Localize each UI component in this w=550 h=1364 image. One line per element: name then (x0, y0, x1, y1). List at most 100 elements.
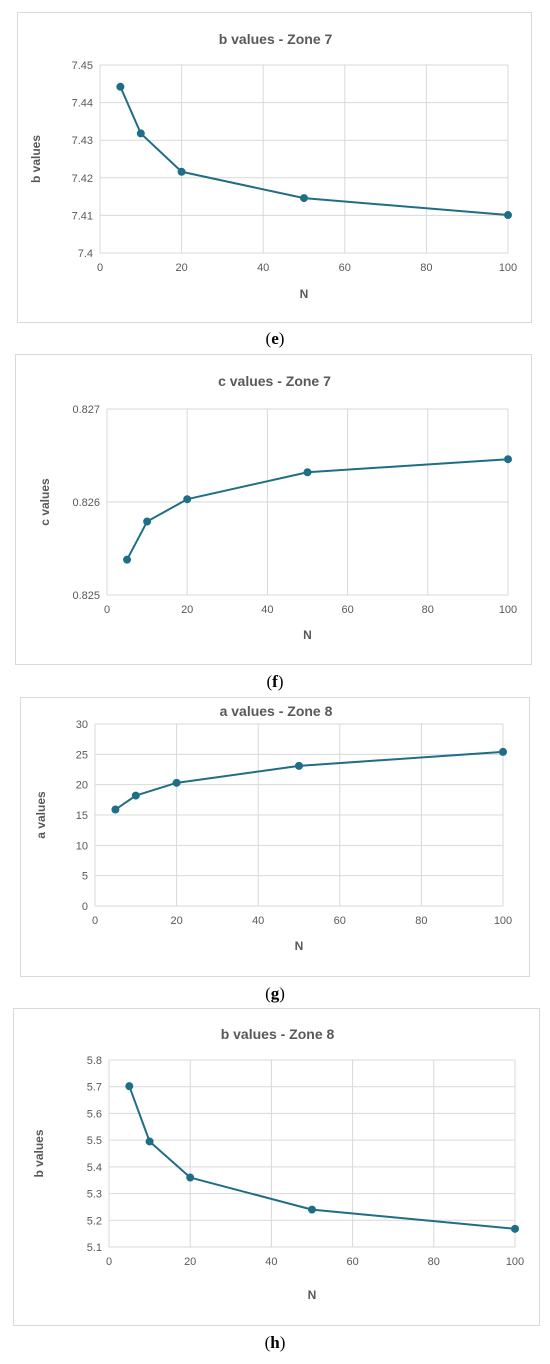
x-tick-label: 80 (420, 262, 432, 274)
x-tick-label: 100 (494, 915, 512, 927)
data-point (111, 805, 120, 814)
x-axis-title: N (303, 628, 312, 642)
x-tick-label: 40 (257, 262, 269, 274)
series-line (126, 458, 509, 561)
caption-e: (e) (0, 329, 550, 349)
y-tick-label: 5.1 (87, 1242, 102, 1254)
chart-svg-g: a values - Zone 8 0 5 10 15 20 25 30 0 20 40 60 80 10… (34, 703, 512, 953)
data-point (172, 778, 181, 787)
data-point (186, 1173, 195, 1182)
y-tick-label: 7.43 (72, 135, 93, 147)
x-tick-label: 60 (341, 604, 353, 616)
caption-f-open: ( (266, 672, 273, 691)
x-tick-label: 60 (334, 915, 346, 927)
y-tick-label: 5.3 (87, 1189, 102, 1201)
caption-g-letter: g (270, 984, 280, 1003)
y-axis-title: b values (32, 1129, 46, 1177)
y-tick-label: 5.7 (87, 1082, 102, 1094)
x-axis-title: N (300, 287, 309, 301)
y-axis-title: a values (34, 791, 48, 839)
caption-f-letter: f (272, 672, 278, 691)
chart-panel-h: b values - Zone 8 5.1 5.2 5.3 5.4 5.5 5.6 5.7 5.… (13, 1008, 540, 1326)
data-point (125, 1082, 134, 1091)
chart-title: b values - Zone 7 (219, 31, 333, 47)
series-line (119, 86, 509, 217)
data-point (145, 1137, 154, 1146)
chart-panel-f: c values - Zone 7 0.825 0.826 0.827 0 20 40 60 8… (15, 354, 532, 665)
x-tick-label: 0 (106, 1256, 112, 1268)
caption-g-close: ) (279, 984, 285, 1003)
x-tick-label: 20 (175, 262, 187, 274)
data-point (116, 82, 125, 91)
chart-title: b values - Zone 8 (221, 1026, 335, 1042)
y-tick-label: 5 (82, 871, 88, 883)
chart-title: c values - Zone 7 (218, 373, 331, 389)
caption-e-letter: e (271, 329, 279, 348)
x-axis-title: N (295, 939, 304, 953)
y-tick-label: 7.4 (78, 248, 93, 260)
data-point (303, 468, 312, 477)
y-tick-label: 25 (76, 749, 88, 761)
x-tick-label: 20 (184, 1256, 196, 1268)
y-tick-label: 0.826 (72, 497, 100, 509)
data-point (504, 455, 512, 464)
caption-h-open: ( (264, 1333, 271, 1352)
caption-h: (h) (0, 1333, 550, 1353)
caption-f: (f) (0, 672, 550, 692)
data-point (131, 791, 140, 800)
x-tick-label: 0 (92, 915, 98, 927)
y-tick-label: 0.827 (72, 404, 100, 416)
y-tick-label: 5.8 (87, 1055, 102, 1067)
y-tick-label: 15 (76, 810, 88, 822)
x-axis-title: N (308, 1288, 317, 1302)
y-tick-label: 7.41 (72, 210, 93, 222)
y-tick-label: 0.825 (72, 590, 100, 602)
y-axis-title: c values (38, 478, 52, 526)
x-tick-label: 40 (261, 604, 273, 616)
data-point (123, 555, 132, 564)
data-point (136, 129, 145, 138)
y-tick-label: 7.44 (72, 98, 93, 110)
data-point (295, 761, 303, 770)
x-tick-label: 80 (422, 604, 434, 616)
caption-h-close: ) (279, 1333, 286, 1352)
y-tick-label: 5.2 (87, 1215, 102, 1227)
y-tick-label: 5.4 (87, 1162, 102, 1174)
caption-g-open: ( (265, 984, 271, 1003)
x-tick-label: 100 (506, 1256, 524, 1268)
y-tick-label: 5.5 (87, 1135, 102, 1147)
y-axis-title: b values (29, 135, 43, 183)
chart-svg-e: b values - Zone 7 7.4 7.41 7.42 7.43 7.44 7.45… (29, 31, 517, 301)
chart-svg-h: b values - Zone 8 5.1 5.2 5.3 5.4 5.5 5.6 5.7 5.… (32, 1026, 524, 1302)
x-tick-label: 100 (499, 262, 517, 274)
caption-f-close: ) (277, 672, 284, 691)
y-tick-label: 7.42 (72, 173, 93, 185)
caption-e-close: ) (278, 329, 285, 348)
y-tick-label: 20 (76, 780, 88, 792)
data-point (143, 517, 152, 526)
x-tick-label: 60 (346, 1256, 358, 1268)
caption-g: (g) (0, 984, 550, 1004)
y-tick-label: 5.6 (87, 1108, 102, 1120)
caption-h-letter: h (270, 1333, 280, 1352)
data-point (504, 211, 512, 220)
x-tick-label: 40 (252, 915, 264, 927)
y-tick-label: 10 (76, 840, 88, 852)
x-tick-label: 20 (181, 604, 193, 616)
x-tick-label: 0 (104, 604, 110, 616)
chart-title: a values - Zone 8 (220, 703, 333, 719)
y-tick-label: 0 (82, 901, 88, 913)
x-tick-label: 20 (170, 915, 182, 927)
series-line (128, 1085, 516, 1230)
data-point (300, 194, 308, 203)
x-tick-label: 100 (499, 604, 517, 616)
x-tick-label: 60 (339, 262, 351, 274)
x-tick-label: 80 (415, 915, 427, 927)
y-tick-label: 30 (76, 719, 88, 731)
chart-panel-g: a values - Zone 8 0 5 10 15 20 25 30 0 20 40 60 80 10… (20, 697, 530, 977)
chart-svg-f: c values - Zone 7 0.825 0.826 0.827 0 20 40 60 8… (38, 373, 517, 642)
y-tick-label: 7.45 (72, 60, 93, 72)
data-point (177, 167, 186, 176)
data-point (499, 747, 507, 756)
x-tick-label: 80 (428, 1256, 440, 1268)
